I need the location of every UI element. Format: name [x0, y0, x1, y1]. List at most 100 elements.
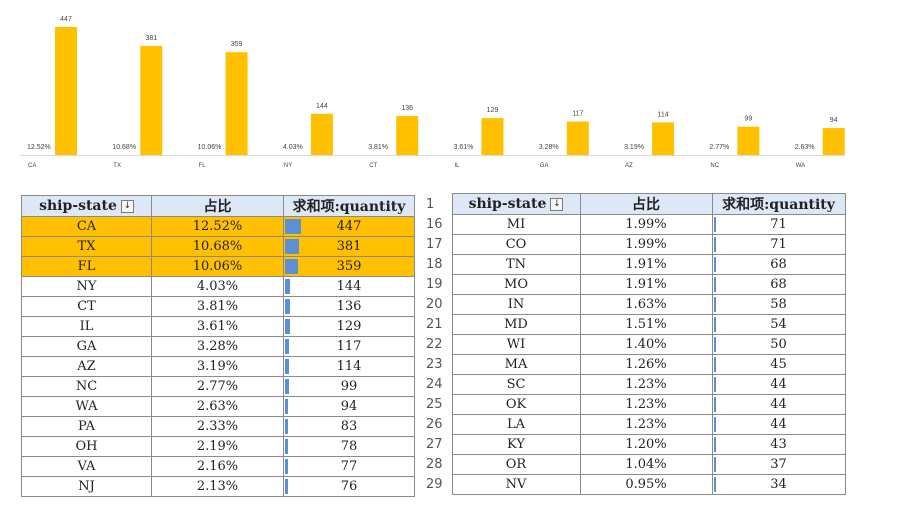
cell-ship-state[interactable]: WI [451, 334, 581, 355]
cell-ship-state[interactable]: TN [451, 254, 581, 275]
row-number[interactable]: 21 [416, 314, 452, 335]
cell-ship-state[interactable]: MD [451, 314, 581, 335]
cell-quantity[interactable]: 50 [711, 334, 846, 355]
cell-share[interactable]: 3.19% [151, 356, 284, 377]
cell-quantity[interactable]: 43 [711, 434, 846, 455]
cell-ship-state[interactable]: OH [21, 436, 152, 457]
cell-ship-state[interactable]: NJ [21, 476, 152, 497]
cell-share[interactable]: 1.51% [579, 314, 713, 335]
cell-quantity[interactable]: 136 [283, 296, 415, 317]
cell-ship-state[interactable]: CA [21, 216, 152, 237]
row-number[interactable]: 17 [416, 234, 452, 255]
cell-share[interactable]: 1.91% [579, 274, 713, 295]
cell-quantity[interactable]: 381 [283, 236, 415, 257]
cell-share[interactable]: 0.95% [579, 474, 713, 495]
cell-ship-state[interactable]: IN [451, 294, 581, 315]
cell-share[interactable]: 2.63% [151, 396, 284, 417]
cell-ship-state[interactable]: LA [451, 414, 581, 435]
cell-quantity[interactable]: 68 [711, 254, 846, 275]
cell-quantity[interactable]: 44 [711, 414, 846, 435]
cell-quantity[interactable]: 68 [711, 274, 846, 295]
cell-quantity[interactable]: 129 [283, 316, 415, 337]
cell-quantity[interactable]: 37 [711, 454, 846, 475]
cell-quantity[interactable]: 117 [283, 336, 415, 357]
header-share[interactable]: 占比 [579, 193, 713, 215]
cell-share[interactable]: 2.33% [151, 416, 284, 437]
cell-quantity[interactable]: 58 [711, 294, 846, 315]
cell-ship-state[interactable]: FL [21, 256, 152, 277]
row-number[interactable]: 22 [416, 334, 452, 355]
cell-ship-state[interactable]: PA [21, 416, 152, 437]
cell-ship-state[interactable]: KY [451, 434, 581, 455]
cell-share[interactable]: 1.23% [579, 414, 713, 435]
cell-share[interactable]: 2.13% [151, 476, 284, 497]
cell-quantity[interactable]: 34 [711, 474, 846, 495]
cell-ship-state[interactable]: VA [21, 456, 152, 477]
cell-quantity[interactable]: 71 [711, 214, 846, 235]
cell-quantity[interactable]: 83 [283, 416, 415, 437]
cell-ship-state[interactable]: MO [451, 274, 581, 295]
cell-share[interactable]: 12.52% [151, 216, 284, 237]
cell-share[interactable]: 1.63% [579, 294, 713, 315]
cell-ship-state[interactable]: SC [451, 374, 581, 395]
cell-quantity[interactable]: 54 [711, 314, 846, 335]
cell-quantity[interactable]: 99 [283, 376, 415, 397]
cell-ship-state[interactable]: AZ [21, 356, 152, 377]
header-ship-state[interactable]: ship-state ↓ [451, 193, 581, 215]
cell-ship-state[interactable]: CT [21, 296, 152, 317]
cell-share[interactable]: 1.23% [579, 394, 713, 415]
cell-ship-state[interactable]: NY [21, 276, 152, 297]
row-number[interactable]: 19 [416, 274, 452, 295]
cell-quantity[interactable]: 76 [283, 476, 415, 497]
cell-share[interactable]: 10.06% [151, 256, 284, 277]
cell-share[interactable]: 2.19% [151, 436, 284, 457]
header-ship-state[interactable]: ship-state ↓ [21, 195, 152, 217]
cell-quantity[interactable]: 78 [283, 436, 415, 457]
cell-quantity[interactable]: 71 [711, 234, 846, 255]
cell-quantity[interactable]: 447 [283, 216, 415, 237]
cell-share[interactable]: 1.99% [579, 234, 713, 255]
row-number[interactable]: 26 [416, 414, 452, 435]
cell-share[interactable]: 1.23% [579, 374, 713, 395]
cell-ship-state[interactable]: IL [21, 316, 152, 337]
row-number[interactable]: 28 [416, 454, 452, 475]
cell-ship-state[interactable]: MA [451, 354, 581, 375]
cell-quantity[interactable]: 77 [283, 456, 415, 477]
cell-share[interactable]: 1.04% [579, 454, 713, 475]
cell-ship-state[interactable]: TX [21, 236, 152, 257]
cell-ship-state[interactable]: OK [451, 394, 581, 415]
cell-quantity[interactable]: 144 [283, 276, 415, 297]
cell-ship-state[interactable]: OR [451, 454, 581, 475]
cell-quantity[interactable]: 359 [283, 256, 415, 277]
cell-quantity[interactable]: 44 [711, 374, 846, 395]
cell-share[interactable]: 10.68% [151, 236, 284, 257]
row-number[interactable]: 24 [416, 374, 452, 395]
cell-ship-state[interactable]: CO [451, 234, 581, 255]
header-share[interactable]: 占比 [151, 195, 284, 217]
row-number[interactable]: 18 [416, 254, 452, 275]
cell-ship-state[interactable]: NC [21, 376, 152, 397]
cell-share[interactable]: 1.26% [579, 354, 713, 375]
cell-share[interactable]: 1.91% [579, 254, 713, 275]
cell-quantity[interactable]: 94 [283, 396, 415, 417]
row-number[interactable]: 1 [416, 193, 452, 215]
cell-quantity[interactable]: 44 [711, 394, 846, 415]
row-number[interactable]: 29 [416, 474, 452, 495]
cell-share[interactable]: 1.40% [579, 334, 713, 355]
header-quantity[interactable]: 求和项:quantity [283, 195, 415, 217]
row-number[interactable]: 27 [416, 434, 452, 455]
cell-quantity[interactable]: 114 [283, 356, 415, 377]
cell-quantity[interactable]: 45 [711, 354, 846, 375]
cell-share[interactable]: 3.28% [151, 336, 284, 357]
cell-share[interactable]: 1.99% [579, 214, 713, 235]
row-number[interactable]: 25 [416, 394, 452, 415]
cell-share[interactable]: 3.81% [151, 296, 284, 317]
cell-ship-state[interactable]: WA [21, 396, 152, 417]
cell-share[interactable]: 3.61% [151, 316, 284, 337]
cell-share[interactable]: 2.16% [151, 456, 284, 477]
cell-ship-state[interactable]: MI [451, 214, 581, 235]
cell-ship-state[interactable]: NV [451, 474, 581, 495]
cell-share[interactable]: 4.03% [151, 276, 284, 297]
cell-share[interactable]: 2.77% [151, 376, 284, 397]
sort-filter-icon[interactable]: ↓ [550, 197, 564, 211]
